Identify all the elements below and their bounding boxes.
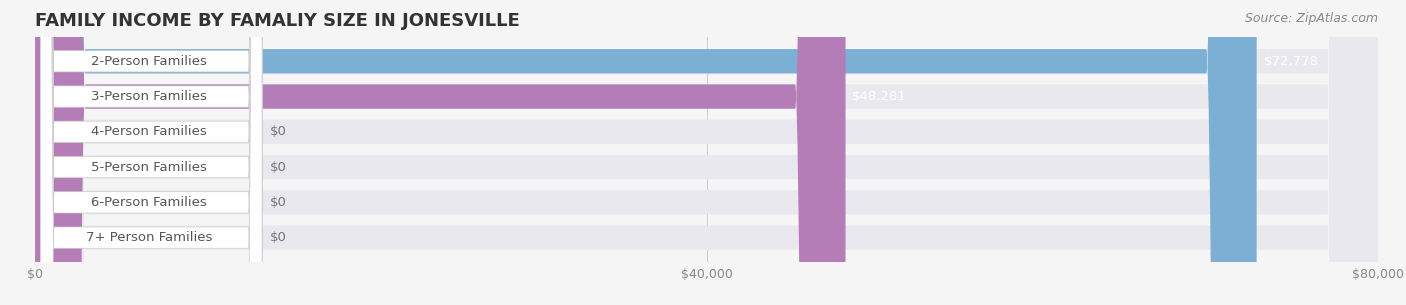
Text: $0: $0 bbox=[270, 231, 287, 244]
FancyBboxPatch shape bbox=[35, 0, 1257, 305]
FancyBboxPatch shape bbox=[35, 0, 845, 305]
Text: $72,778: $72,778 bbox=[1264, 55, 1319, 68]
FancyBboxPatch shape bbox=[41, 0, 262, 305]
Text: $0: $0 bbox=[270, 161, 287, 174]
FancyBboxPatch shape bbox=[41, 0, 262, 305]
FancyBboxPatch shape bbox=[35, 0, 1378, 305]
FancyBboxPatch shape bbox=[35, 0, 1378, 305]
FancyBboxPatch shape bbox=[35, 0, 1378, 305]
Text: 6-Person Families: 6-Person Families bbox=[91, 196, 207, 209]
FancyBboxPatch shape bbox=[41, 0, 262, 305]
FancyBboxPatch shape bbox=[35, 0, 1378, 305]
Text: 4-Person Families: 4-Person Families bbox=[91, 125, 207, 138]
FancyBboxPatch shape bbox=[41, 0, 262, 305]
FancyBboxPatch shape bbox=[35, 0, 1378, 305]
Text: 5-Person Families: 5-Person Families bbox=[91, 161, 207, 174]
FancyBboxPatch shape bbox=[41, 0, 262, 305]
Text: Source: ZipAtlas.com: Source: ZipAtlas.com bbox=[1244, 12, 1378, 25]
FancyBboxPatch shape bbox=[35, 0, 1378, 305]
Text: $0: $0 bbox=[270, 196, 287, 209]
Text: 2-Person Families: 2-Person Families bbox=[91, 55, 207, 68]
Text: 3-Person Families: 3-Person Families bbox=[91, 90, 207, 103]
Text: $0: $0 bbox=[270, 125, 287, 138]
Text: $48,281: $48,281 bbox=[852, 90, 907, 103]
FancyBboxPatch shape bbox=[41, 0, 262, 305]
Text: 7+ Person Families: 7+ Person Families bbox=[86, 231, 212, 244]
Text: FAMILY INCOME BY FAMALIY SIZE IN JONESVILLE: FAMILY INCOME BY FAMALIY SIZE IN JONESVI… bbox=[35, 12, 520, 30]
